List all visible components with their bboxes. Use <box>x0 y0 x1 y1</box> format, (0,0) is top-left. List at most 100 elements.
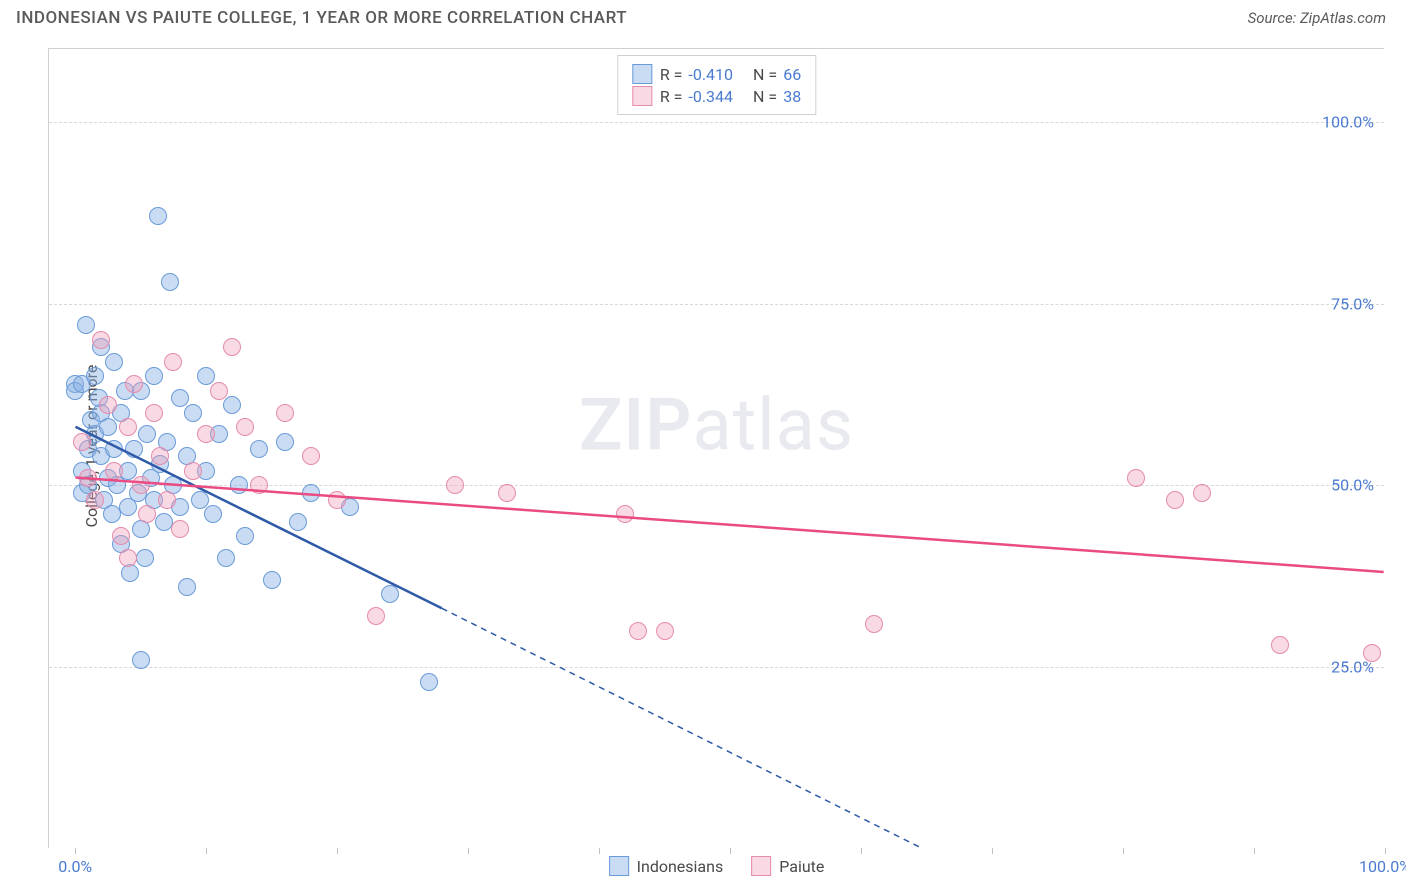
scatter-point <box>164 353 182 371</box>
scatter-point <box>263 571 281 589</box>
x-tick <box>861 848 862 854</box>
scatter-point <box>171 389 189 407</box>
scatter-point <box>1271 636 1289 654</box>
scatter-point <box>105 353 123 371</box>
scatter-point <box>230 476 248 494</box>
scatter-point <box>446 476 464 494</box>
scatter-point <box>151 447 169 465</box>
x-tick <box>599 848 600 854</box>
scatter-point <box>616 505 634 523</box>
scatter-point <box>1363 644 1381 662</box>
scatter-point <box>184 404 202 422</box>
scatter-point <box>865 615 883 633</box>
scatter-point <box>105 462 123 480</box>
scatter-point <box>1166 491 1184 509</box>
scatter-point <box>250 476 268 494</box>
plot-area: 25.0%50.0%75.0%100.0%0.0%100.0% <box>49 49 1384 848</box>
scatter-point <box>197 425 215 443</box>
x-tick <box>337 848 338 854</box>
scatter-point <box>236 527 254 545</box>
scatter-point <box>184 462 202 480</box>
scatter-point <box>217 549 235 567</box>
scatter-point <box>145 367 163 385</box>
scatter-point <box>302 447 320 465</box>
scatter-point <box>276 404 294 422</box>
scatter-point <box>367 607 385 625</box>
scatter-point <box>223 396 241 414</box>
scatter-point <box>276 433 294 451</box>
scatter-point <box>236 418 254 436</box>
legend-swatch <box>609 856 629 876</box>
y-tick-label: 100.0% <box>1322 112 1374 131</box>
scatter-point <box>86 367 104 385</box>
scatter-point <box>92 331 110 349</box>
chart-area: ZIPatlas 25.0%50.0%75.0%100.0%0.0%100.0%… <box>48 48 1384 848</box>
source-attribution: Source: ZipAtlas.com <box>1248 9 1386 27</box>
scatter-point <box>119 549 137 567</box>
scatter-point <box>328 491 346 509</box>
x-tick <box>206 848 207 854</box>
chart-title: INDONESIAN VS PAIUTE COLLEGE, 1 YEAR OR … <box>16 8 627 28</box>
scatter-point <box>1193 484 1211 502</box>
x-tick <box>468 848 469 854</box>
scatter-point <box>381 585 399 603</box>
scatter-point <box>223 338 241 356</box>
scatter-point <box>420 673 438 691</box>
scatter-point <box>138 505 156 523</box>
stats-legend-row: R =-0.410N =66 <box>632 64 801 84</box>
x-tick <box>730 848 731 854</box>
legend-stat: R =-0.344N =38 <box>660 87 801 106</box>
x-tick-label: 0.0% <box>58 857 92 876</box>
legend-swatch <box>632 64 652 84</box>
scatter-point <box>197 367 215 385</box>
scatter-point <box>99 418 117 436</box>
x-tick-label: 100.0% <box>1359 857 1406 876</box>
gridline <box>49 667 1384 668</box>
scatter-point <box>136 549 154 567</box>
legend-item: Indonesians <box>609 856 724 876</box>
scatter-point <box>204 505 222 523</box>
scatter-point <box>119 418 137 436</box>
scatter-point <box>79 469 97 487</box>
scatter-point <box>250 440 268 458</box>
scatter-point <box>99 396 117 414</box>
scatter-point <box>105 440 123 458</box>
scatter-point <box>498 484 516 502</box>
legend-swatch <box>632 86 652 106</box>
scatter-point <box>210 382 228 400</box>
scatter-point <box>171 520 189 538</box>
y-tick-label: 50.0% <box>1331 476 1374 495</box>
stats-legend-row: R =-0.344N =38 <box>632 86 801 106</box>
scatter-point <box>112 527 130 545</box>
scatter-point <box>125 440 143 458</box>
legend-item: Paiute <box>751 856 824 876</box>
x-tick <box>75 848 76 854</box>
scatter-point <box>149 207 167 225</box>
legend-stat: R =-0.410N =66 <box>660 65 801 84</box>
x-tick <box>1123 848 1124 854</box>
series-legend: Indonesians Paiute <box>609 856 825 876</box>
scatter-point <box>125 375 143 393</box>
scatter-point <box>145 404 163 422</box>
scatter-point <box>161 273 179 291</box>
scatter-point <box>302 484 320 502</box>
x-tick <box>992 848 993 854</box>
legend-swatch <box>751 856 771 876</box>
x-tick <box>1385 848 1386 854</box>
scatter-point <box>86 491 104 509</box>
scatter-point <box>656 622 674 640</box>
scatter-point <box>158 491 176 509</box>
scatter-point <box>629 622 647 640</box>
scatter-point <box>132 476 150 494</box>
legend-label: Paiute <box>779 857 824 876</box>
gridline <box>49 304 1384 305</box>
scatter-point <box>178 578 196 596</box>
scatter-point <box>73 433 91 451</box>
gridline <box>49 122 1384 123</box>
scatter-point <box>1127 469 1145 487</box>
scatter-point <box>77 316 95 334</box>
x-tick <box>1254 848 1255 854</box>
scatter-point <box>289 513 307 531</box>
y-tick-label: 75.0% <box>1331 294 1374 313</box>
legend-label: Indonesians <box>637 857 724 876</box>
